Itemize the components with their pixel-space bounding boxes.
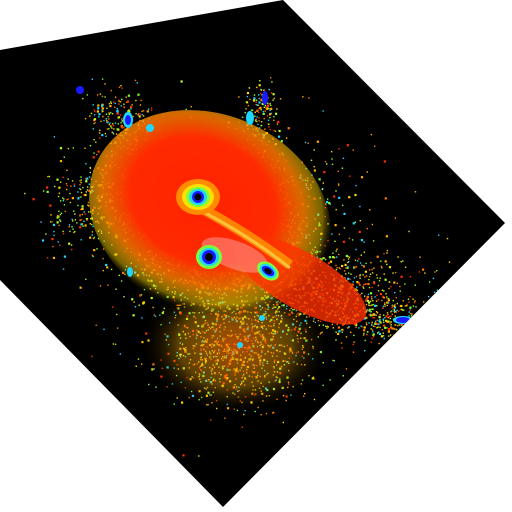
light-region: [201, 237, 269, 273]
secondary-core: [196, 245, 222, 269]
small-knots: [76, 86, 413, 348]
tail-halo: [233, 235, 367, 325]
central-core: [176, 179, 220, 215]
elongated-knot: [257, 261, 279, 281]
